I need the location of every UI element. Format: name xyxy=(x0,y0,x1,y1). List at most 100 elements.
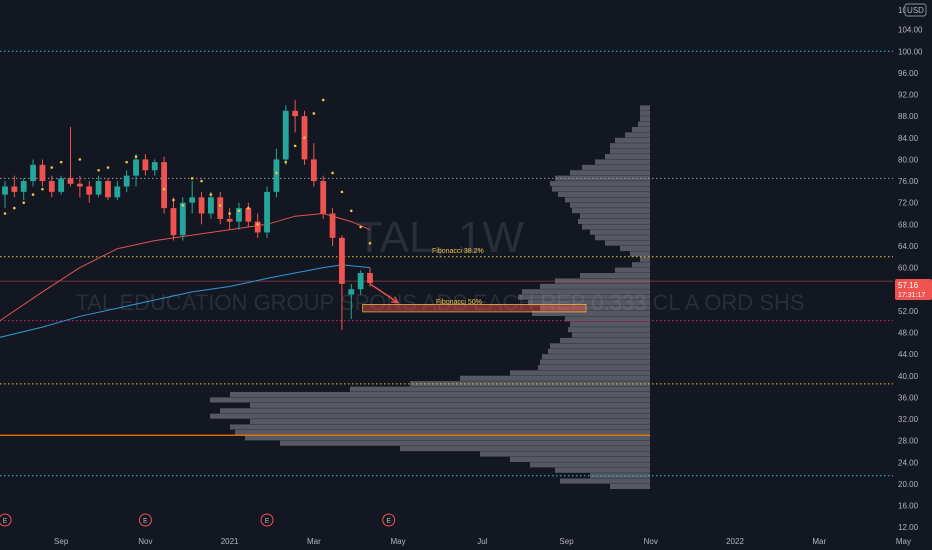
volume-profile-bar xyxy=(640,105,650,111)
x-tick-label: May xyxy=(391,537,406,546)
volume-profile-bar xyxy=(210,397,650,403)
sar-dot xyxy=(228,212,231,215)
y-tick-label: 20.00 xyxy=(898,480,919,489)
candle xyxy=(123,170,130,192)
candle-body xyxy=(245,208,252,222)
sar-dot xyxy=(3,212,7,215)
volume-profile-bar xyxy=(555,467,650,473)
y-tick-label: 60.00 xyxy=(898,264,919,273)
x-tick-label: 2021 xyxy=(221,537,239,546)
candlesticks xyxy=(2,99,373,330)
moving-average-line xyxy=(0,264,371,338)
y-tick-label: 64.00 xyxy=(898,242,919,251)
volume-profile-bar xyxy=(410,381,650,387)
volume-profile-bar xyxy=(595,235,650,241)
candle xyxy=(86,181,93,203)
earnings-marker-label: E xyxy=(265,518,270,525)
volume-profile-bar xyxy=(632,126,650,133)
earnings-marker xyxy=(138,513,152,527)
volume-profile xyxy=(210,105,650,490)
volume-profile-bar xyxy=(540,359,650,365)
volume-profile-bar xyxy=(230,391,650,398)
sar-dot xyxy=(172,198,175,202)
candle-body xyxy=(320,181,327,214)
candle xyxy=(11,175,18,198)
candle xyxy=(348,283,355,319)
y-tick-label: 80.00 xyxy=(898,155,919,164)
sar-dot xyxy=(331,171,334,175)
candle-body xyxy=(114,186,121,198)
y-tick-label: 12.00 xyxy=(898,523,919,532)
candle xyxy=(170,197,177,241)
candle-body xyxy=(207,197,214,214)
y-tick-label: 52.00 xyxy=(898,307,919,316)
x-tick-label: May xyxy=(896,537,911,546)
candle xyxy=(292,99,299,133)
moving-averages xyxy=(0,212,371,338)
x-tick-label: 2022 xyxy=(726,537,744,546)
candle-body xyxy=(292,110,299,117)
candle xyxy=(236,202,242,230)
candle-body xyxy=(226,218,233,222)
sar-dot xyxy=(293,144,297,148)
price-badge-value: 57.16 xyxy=(898,281,919,290)
volume-profile-bar xyxy=(560,337,650,344)
x-tick-label: Sep xyxy=(54,537,69,546)
sar-dot xyxy=(312,112,316,115)
y-tick-label: 92.00 xyxy=(898,91,919,100)
volume-profile-bar xyxy=(532,310,650,316)
volume-profile-bar xyxy=(538,364,650,371)
candle-body xyxy=(198,197,205,214)
horizontal-lines xyxy=(0,50,893,477)
volume-profile-bar xyxy=(558,191,650,197)
candle xyxy=(133,154,139,187)
axis-corner-label: 10 xyxy=(898,6,907,15)
candle xyxy=(20,178,27,200)
candle xyxy=(264,186,270,238)
volume-profile-bar xyxy=(640,116,650,122)
y-tick-label: 32.00 xyxy=(898,415,919,424)
candle-body xyxy=(133,159,139,176)
volume-profile-bar xyxy=(615,137,650,143)
volume-profile-bar xyxy=(480,451,650,457)
candle xyxy=(151,159,158,176)
sar-dot xyxy=(349,209,353,213)
volume-profile-bar xyxy=(580,213,650,219)
y-axis[interactable]: 12.00 16.00 20.00 24.00 28.00 32.00 36.00 40.00… xyxy=(898,26,923,533)
candle-body xyxy=(254,221,261,233)
candle xyxy=(320,175,327,219)
candle xyxy=(254,213,261,238)
candle-body xyxy=(20,181,27,192)
y-tick-label: 72.00 xyxy=(898,199,919,208)
volume-profile-bar xyxy=(640,256,650,262)
candle xyxy=(30,159,36,187)
currency-box[interactable] xyxy=(904,3,927,17)
sar-dot xyxy=(31,193,35,196)
volume-profile-bar xyxy=(568,327,650,333)
sar-dot xyxy=(13,206,16,210)
volume-profile-bar xyxy=(350,386,650,392)
volume-profile-bar xyxy=(572,208,650,214)
earnings-marker-label: E xyxy=(143,518,148,525)
volume-profile-bar xyxy=(510,370,650,376)
candle-body xyxy=(142,159,149,171)
y-tick-label: 48.00 xyxy=(898,328,919,337)
earnings-marker xyxy=(382,513,396,527)
candle-body xyxy=(367,273,373,283)
y-tick-label: 96.00 xyxy=(898,69,919,78)
sar-dot xyxy=(125,160,128,164)
candle xyxy=(179,197,186,241)
fibonacci-label: Fibonacci 50% xyxy=(436,299,482,306)
y-tick-label: 68.00 xyxy=(898,220,919,229)
volume-profile-bar xyxy=(610,148,650,154)
volume-profile-bar xyxy=(640,110,650,116)
volume-profile-bar xyxy=(548,348,650,354)
candle-body xyxy=(179,202,186,236)
volume-profile-bar xyxy=(605,154,650,160)
candle-body xyxy=(348,289,355,295)
volume-profile-bar xyxy=(460,375,650,381)
y-tick-label: 16.00 xyxy=(898,502,919,511)
sar-dot xyxy=(50,166,54,169)
candle xyxy=(105,178,111,200)
